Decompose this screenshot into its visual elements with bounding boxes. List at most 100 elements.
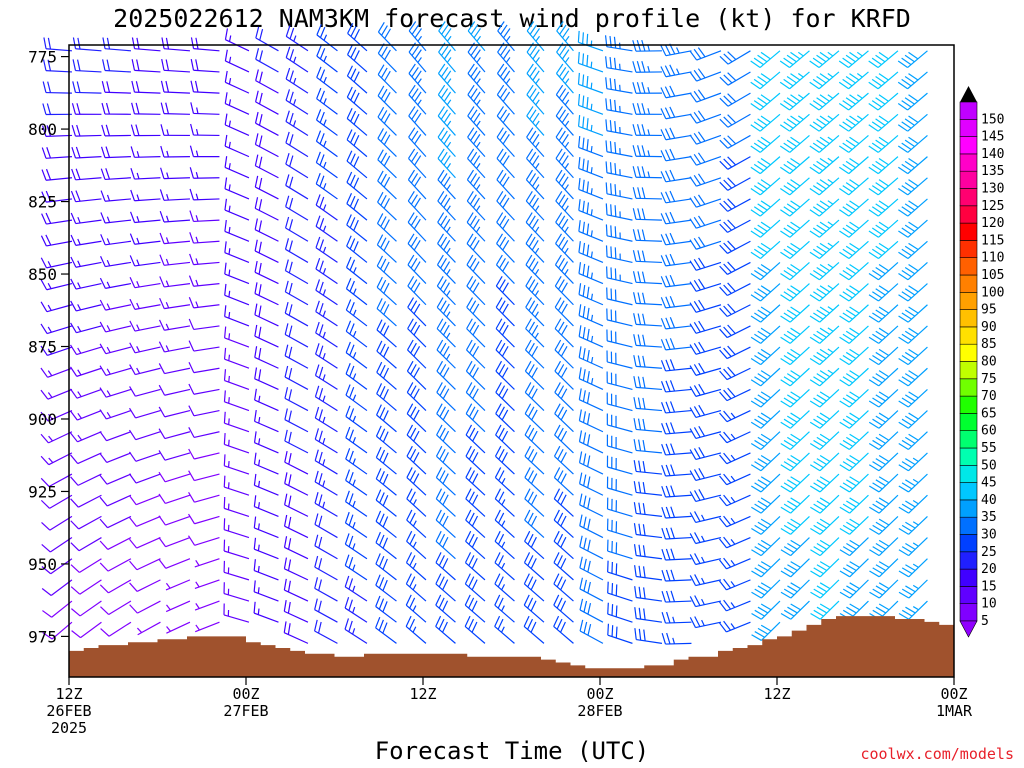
barb-full xyxy=(790,221,801,229)
barb-staff xyxy=(135,431,161,441)
barb-full xyxy=(842,312,853,320)
barb-full xyxy=(790,412,801,420)
barb-half xyxy=(293,77,297,85)
wind-barb xyxy=(898,494,928,514)
barb-half xyxy=(322,352,326,360)
wind-barb xyxy=(188,340,220,352)
barb-full xyxy=(411,151,419,163)
barb-full xyxy=(723,116,733,126)
barb-half xyxy=(257,565,260,573)
wind-barb xyxy=(719,515,751,528)
barb-full xyxy=(344,575,350,587)
barb-full xyxy=(780,485,791,493)
wind-barb xyxy=(605,224,633,242)
barb-full xyxy=(414,112,422,124)
barb-full xyxy=(75,146,81,158)
barb-half xyxy=(322,501,326,508)
barb-full xyxy=(408,21,417,32)
barb-full xyxy=(849,285,860,293)
wind-barb xyxy=(606,371,633,390)
barb-full xyxy=(904,267,916,275)
barb-full xyxy=(502,303,509,315)
wind-barb xyxy=(579,619,604,644)
barb-half xyxy=(476,163,481,169)
barb-full xyxy=(413,430,420,442)
wind-barb xyxy=(130,189,161,202)
barb-full xyxy=(908,94,919,102)
barb-full xyxy=(842,546,854,553)
barb-full xyxy=(259,29,264,41)
wind-barb xyxy=(283,600,309,623)
barb-full xyxy=(727,93,737,103)
barb-full xyxy=(839,570,851,578)
barb-full xyxy=(665,548,671,560)
barb-full xyxy=(557,448,564,460)
barb-full xyxy=(99,277,106,289)
barb-full xyxy=(586,33,589,46)
wind-barb xyxy=(633,418,663,433)
barb-full xyxy=(497,618,504,630)
barb-full xyxy=(609,78,612,90)
barb-full xyxy=(643,587,646,599)
barb-full xyxy=(642,397,646,410)
barb-half xyxy=(195,581,200,588)
barb-half xyxy=(564,226,569,233)
wind-barb xyxy=(100,190,132,202)
wind-barb xyxy=(898,431,928,450)
barb-full xyxy=(849,115,860,123)
barb-full xyxy=(472,218,480,230)
wind-barb xyxy=(254,111,279,136)
barb-full xyxy=(381,25,388,36)
wind-barb xyxy=(689,489,722,503)
barb-full xyxy=(904,75,915,84)
wind-barb xyxy=(525,233,545,263)
barb-full xyxy=(439,385,447,396)
barb-full xyxy=(878,51,889,60)
barb-full xyxy=(614,247,617,259)
wind-barb xyxy=(606,266,633,285)
barb-full xyxy=(846,606,857,614)
wind-barb xyxy=(224,70,250,94)
wind-barb xyxy=(605,77,633,94)
barb-full xyxy=(496,84,505,96)
wind-barb xyxy=(719,134,751,149)
barb-full xyxy=(439,491,446,503)
barb-full xyxy=(258,241,262,254)
barb-full xyxy=(69,432,78,443)
wind-barb xyxy=(437,169,456,200)
barb-full xyxy=(465,382,473,393)
wind-barb xyxy=(496,191,515,221)
barb-full xyxy=(665,296,671,308)
barb-full xyxy=(809,379,821,387)
barb-half xyxy=(475,226,481,233)
barb-full xyxy=(411,67,419,78)
colorbar: 5101520253035404550556065707580859095100… xyxy=(959,86,1004,638)
barb-staff xyxy=(135,409,161,419)
barb-half xyxy=(827,306,834,311)
barb-full xyxy=(349,302,355,314)
barb-full xyxy=(380,237,387,249)
barb-full xyxy=(786,203,797,211)
wind-barb xyxy=(224,283,250,306)
barb-full xyxy=(72,81,77,93)
barb-full xyxy=(842,248,853,257)
wind-barb xyxy=(224,326,250,348)
barb-half xyxy=(77,391,82,398)
wind-barb xyxy=(719,156,751,170)
barb-full xyxy=(129,320,136,332)
colorbar-segment xyxy=(959,222,978,241)
wind-barb xyxy=(285,110,309,136)
barb-full xyxy=(727,303,736,313)
barb-full xyxy=(813,354,824,363)
barb-half xyxy=(106,412,112,418)
barb-full xyxy=(128,451,137,462)
barb-full xyxy=(842,78,853,87)
barb-full xyxy=(318,366,324,379)
wind-barb xyxy=(578,283,604,306)
barb-full xyxy=(783,546,795,553)
barb-full xyxy=(664,44,671,56)
barb-half xyxy=(322,246,327,254)
wind-barb xyxy=(779,50,810,69)
barb-full xyxy=(661,632,667,645)
barb-half xyxy=(912,584,919,590)
